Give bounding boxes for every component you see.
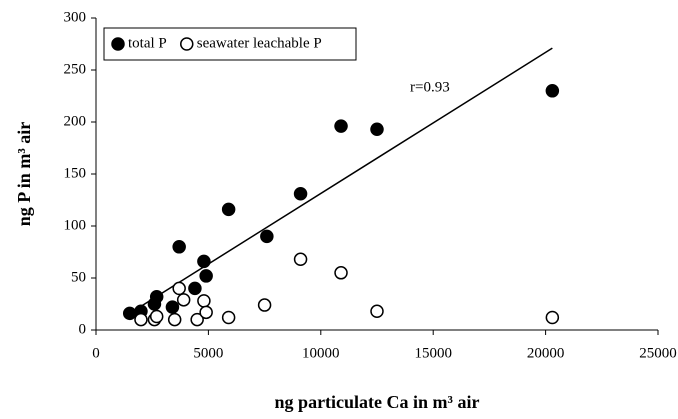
point bbox=[172, 281, 186, 296]
y-tick-label: 0 bbox=[79, 321, 87, 337]
point bbox=[165, 300, 180, 314]
legend-marker bbox=[111, 37, 125, 51]
y-tick-label: 200 bbox=[64, 113, 87, 129]
point bbox=[190, 312, 204, 327]
y-axis-label: ng P in m³ air bbox=[14, 122, 34, 226]
x-tick-label: 0 bbox=[92, 345, 100, 361]
legend-label: total P bbox=[128, 35, 167, 51]
point bbox=[257, 298, 272, 312]
x-tick-label: 25000 bbox=[639, 345, 677, 361]
point bbox=[176, 293, 191, 307]
point bbox=[221, 202, 236, 217]
point bbox=[199, 269, 213, 283]
point bbox=[260, 229, 274, 244]
point bbox=[134, 312, 148, 327]
point bbox=[293, 252, 308, 267]
point bbox=[545, 84, 560, 98]
y-tick-label: 300 bbox=[64, 9, 87, 25]
x-tick-label: 20000 bbox=[527, 345, 565, 361]
point bbox=[334, 119, 348, 133]
point bbox=[172, 240, 186, 254]
point bbox=[167, 312, 182, 327]
legend-box bbox=[103, 27, 357, 61]
trendline bbox=[129, 47, 553, 314]
x-tick-label: 10000 bbox=[302, 345, 340, 361]
annotation: r=0.93 bbox=[410, 79, 450, 95]
point bbox=[293, 187, 308, 201]
point bbox=[149, 309, 164, 324]
point bbox=[221, 310, 236, 325]
point bbox=[334, 266, 348, 280]
point bbox=[149, 289, 164, 304]
y-tick-label: 150 bbox=[64, 165, 87, 181]
point bbox=[545, 310, 560, 325]
y-tick-label: 250 bbox=[64, 61, 87, 77]
legend-label: seawater leachable P bbox=[197, 35, 322, 51]
point bbox=[199, 305, 213, 320]
x-tick-label: 5000 bbox=[193, 345, 223, 361]
point bbox=[370, 304, 384, 319]
x-tick-label: 15000 bbox=[414, 345, 452, 361]
point bbox=[122, 306, 137, 321]
x-axis-label: ng particulate Ca in m³ air bbox=[275, 392, 480, 412]
legend-marker bbox=[180, 37, 194, 51]
point bbox=[188, 281, 202, 296]
point bbox=[370, 122, 384, 137]
y-tick-label: 50 bbox=[71, 269, 86, 285]
point bbox=[197, 254, 211, 269]
point bbox=[197, 294, 211, 308]
y-tick-label: 100 bbox=[64, 217, 87, 233]
